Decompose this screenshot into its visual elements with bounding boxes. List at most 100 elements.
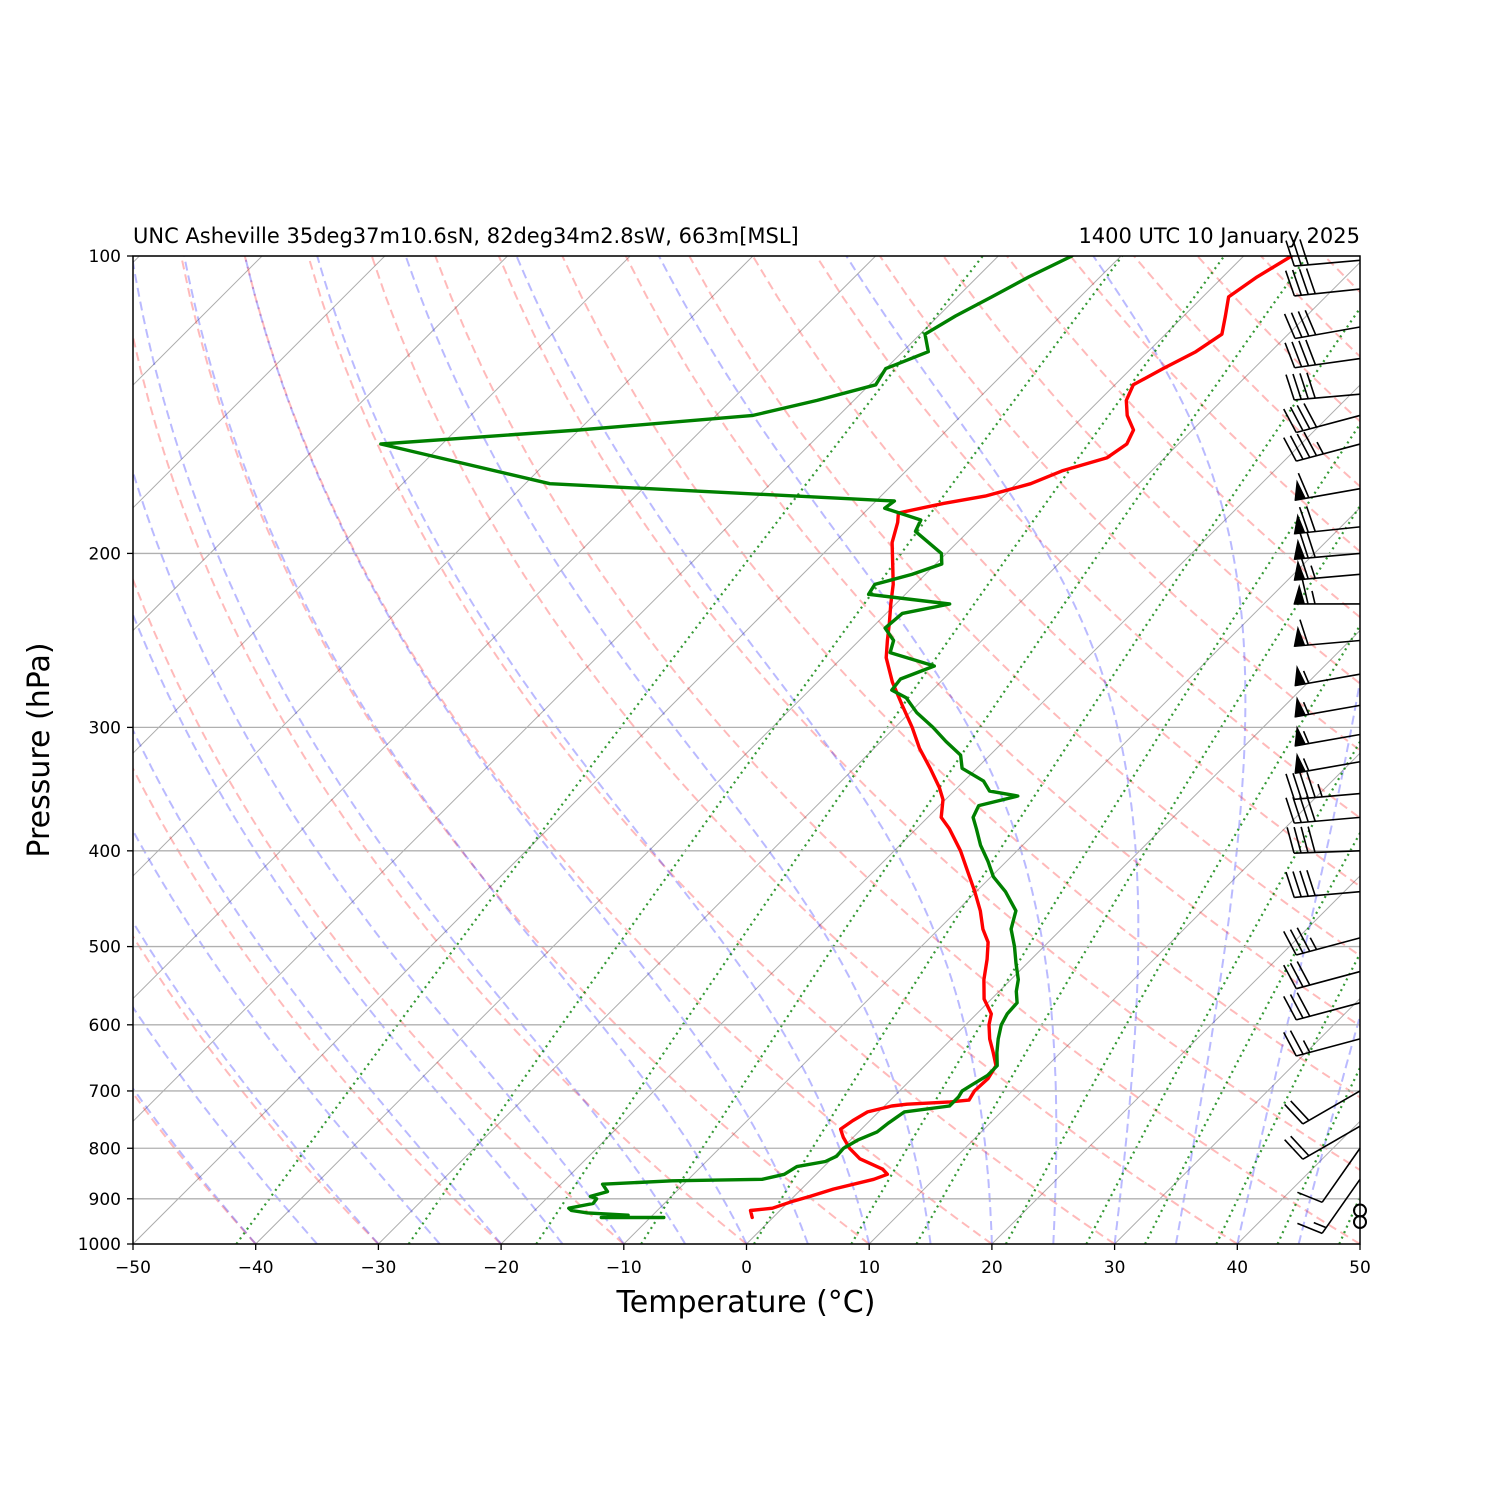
moist-adiabat-line <box>133 612 564 1244</box>
wind-barb <box>1284 1090 1361 1125</box>
moist-adiabat-line <box>133 828 441 1244</box>
x-axis-label: Temperature (°C) <box>616 1285 876 1320</box>
wind-barb <box>1285 771 1361 801</box>
isotherm-line <box>0 256 17 1244</box>
dry-adiabat-line <box>133 332 748 1244</box>
wind-barb <box>1294 696 1361 718</box>
x-tick-label: −30 <box>360 1258 396 1278</box>
dry-adiabat-line <box>879 256 1360 752</box>
wind-barb <box>1283 992 1361 1021</box>
y-tick-label: 400 <box>89 842 121 862</box>
chart-title-right: 1400 UTC 10 January 2025 <box>1078 224 1360 248</box>
moist-adiabat-line <box>183 256 748 1244</box>
wind-barb <box>1285 795 1361 824</box>
y-tick-label: 500 <box>89 938 121 958</box>
wind-barb <box>1284 268 1361 297</box>
y-tick-label: 100 <box>89 247 121 267</box>
wind-barb <box>1294 665 1361 687</box>
isotherm-line <box>991 875 1360 1244</box>
moist-adiabat-line <box>133 1005 318 1244</box>
wind-barb <box>1286 826 1361 854</box>
x-tick-label: −10 <box>606 1258 642 1278</box>
wind-barb <box>1285 372 1361 401</box>
isotherm-line <box>746 629 1360 1244</box>
wind-barb <box>1297 1147 1361 1204</box>
mixing-ratio-line <box>915 503 1360 1244</box>
x-tick-label: 0 <box>741 1258 752 1278</box>
isotherm-line <box>133 256 876 1000</box>
isotherm-line <box>133 256 508 632</box>
moist-adiabat-line <box>133 468 625 1244</box>
moist-adiabat-line <box>133 728 502 1244</box>
wind-barb <box>1293 506 1361 535</box>
wind-barb <box>1293 531 1361 560</box>
moist-adiabat-line <box>133 256 686 1244</box>
isotherm-line <box>378 261 1360 1244</box>
y-axis-label: Pressure (hPa) <box>22 642 57 857</box>
isotherm-line <box>133 256 754 877</box>
isotherm-line <box>133 256 631 754</box>
wind-barb <box>1283 927 1361 956</box>
mixing-ratio-line <box>1338 1194 1360 1244</box>
x-tick-label: 10 <box>858 1258 880 1278</box>
wind-barb <box>1283 403 1361 434</box>
mixing-ratio-line <box>850 422 1360 1244</box>
dry-adiabat-line <box>133 1091 257 1244</box>
y-tick-label: 800 <box>89 1139 121 1159</box>
y-tick-label: 900 <box>89 1190 121 1210</box>
x-tick-label: −40 <box>238 1258 274 1278</box>
wind-barb <box>1284 1125 1361 1160</box>
dry-adiabat-line <box>688 256 1360 957</box>
wind-barb <box>1283 961 1361 990</box>
isotherm-line <box>133 256 1122 1244</box>
isotherm-line <box>500 384 1360 1244</box>
wind-barb <box>1285 239 1361 267</box>
isotherm-line <box>623 507 1360 1244</box>
wind-barb <box>1283 309 1361 340</box>
dry-adiabat-line <box>561 256 1360 1099</box>
x-tick-label: 20 <box>981 1258 1003 1278</box>
wind-barb <box>1294 472 1361 501</box>
moist-adiabat-line <box>404 256 932 1244</box>
wind-barb <box>1293 619 1361 648</box>
mixing-ratio-line <box>407 256 1124 1244</box>
y-tick-label: 200 <box>89 544 121 564</box>
isotherm-line <box>133 256 999 1123</box>
moist-adiabat-line <box>1236 675 1360 1244</box>
isotherm-line <box>1483 256 1500 1244</box>
plot-area <box>133 256 1360 1244</box>
isotherm-line <box>133 256 386 509</box>
isotherm-line <box>868 752 1360 1244</box>
x-tick-label: 40 <box>1226 1258 1248 1278</box>
dewpoint-profile-line <box>379 256 1074 1220</box>
y-tick-label: 700 <box>89 1082 121 1102</box>
dry-adiabat-line <box>434 256 1360 1244</box>
dry-adiabat-line <box>243 256 993 1244</box>
isotherm-line <box>1359 1243 1360 1244</box>
temperature-profile-line <box>748 256 1294 1220</box>
x-axis-ticks: −50 −40 −30 −20 −10 0 10 20 30 40 50 <box>115 1244 1371 1278</box>
moist-adiabat-line <box>1359 1240 1360 1244</box>
moist-adiabat-line <box>133 1086 257 1244</box>
wind-barbs <box>1283 239 1367 1235</box>
moist-adiabat-line <box>515 256 993 1244</box>
y-tick-label: 300 <box>89 718 121 738</box>
wind-barb <box>1285 870 1361 899</box>
sounding-profiles <box>379 256 1294 1220</box>
x-tick-label: 30 <box>1104 1258 1126 1278</box>
dry-adiabat-line <box>1452 256 1500 1244</box>
mixing-ratio-line <box>1004 623 1360 1244</box>
x-tick-label: 50 <box>1349 1258 1371 1278</box>
y-tick-label: 1000 <box>78 1235 121 1255</box>
dry-adiabat-line <box>1388 256 1500 1244</box>
x-tick-label: −50 <box>115 1258 151 1278</box>
wind-barb <box>1294 725 1361 747</box>
x-tick-label: −20 <box>483 1258 519 1278</box>
moist-adiabat-line <box>1297 1012 1360 1244</box>
dry-adiabat-line <box>497 256 1360 1172</box>
moist-adiabat-line <box>316 256 871 1244</box>
mixing-ratio-line <box>1144 830 1360 1244</box>
wind-barb <box>1283 1030 1361 1057</box>
wind-barb <box>1294 752 1361 774</box>
